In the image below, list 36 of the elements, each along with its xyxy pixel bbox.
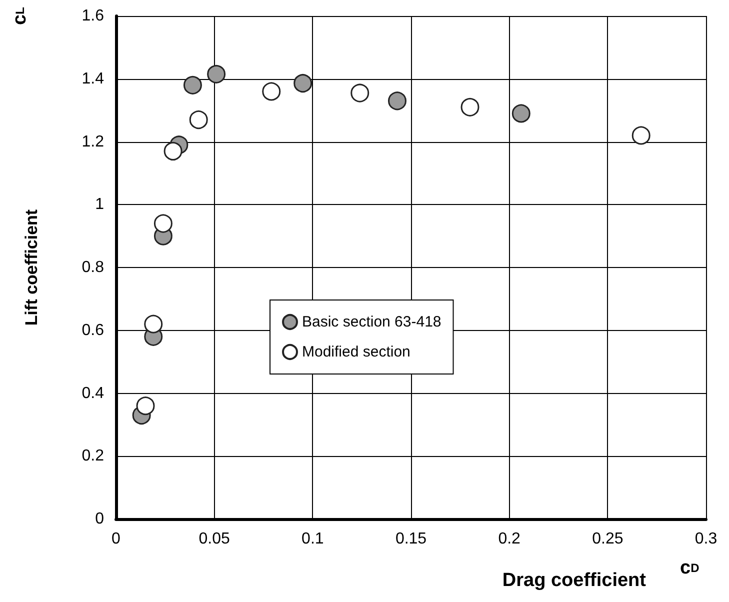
point: [388, 92, 406, 110]
point: [460, 98, 480, 116]
point: [207, 64, 226, 84]
x-tick-label: 0.15: [395, 530, 427, 548]
text: cL: [10, 7, 30, 25]
y-tick-label: 0: [95, 510, 104, 528]
y-tick-label: 0.6: [82, 322, 104, 339]
point: [294, 74, 312, 93]
point: [262, 82, 281, 101]
text: cD: [680, 558, 700, 578]
x-tick-label: 0.05: [198, 530, 230, 548]
x-axis-title: Drag coefficient: [502, 570, 647, 591]
y-tick-label: 1.4: [82, 70, 104, 88]
point: [632, 126, 650, 145]
y-tick-label: 1.2: [82, 133, 104, 150]
x-tick-label: 0.1: [302, 530, 324, 548]
point: [183, 76, 202, 94]
y-tick-label: 0.2: [82, 448, 104, 465]
legend-label: Basic section 63-418: [302, 314, 442, 330]
y-tick-label: 0.8: [82, 259, 104, 276]
point: [350, 84, 370, 102]
x-tick-label: 0.2: [498, 530, 521, 548]
point: [144, 314, 163, 334]
x-tick-label: 0: [112, 530, 121, 548]
y-tick-label: 0.4: [82, 384, 104, 402]
x-tick-label: 0.3: [694, 530, 718, 548]
point: [189, 110, 208, 129]
y-tick-label: 1: [95, 196, 104, 214]
legend-label: Modified section: [302, 344, 410, 360]
y-axis-title: Lift coefficient: [22, 209, 41, 326]
point: [154, 214, 172, 233]
x-tick-label: 0.25: [592, 530, 624, 548]
point: [512, 104, 530, 123]
y-tick-label: 1.6: [82, 8, 104, 24]
point: [136, 396, 155, 416]
point: [164, 142, 182, 160]
